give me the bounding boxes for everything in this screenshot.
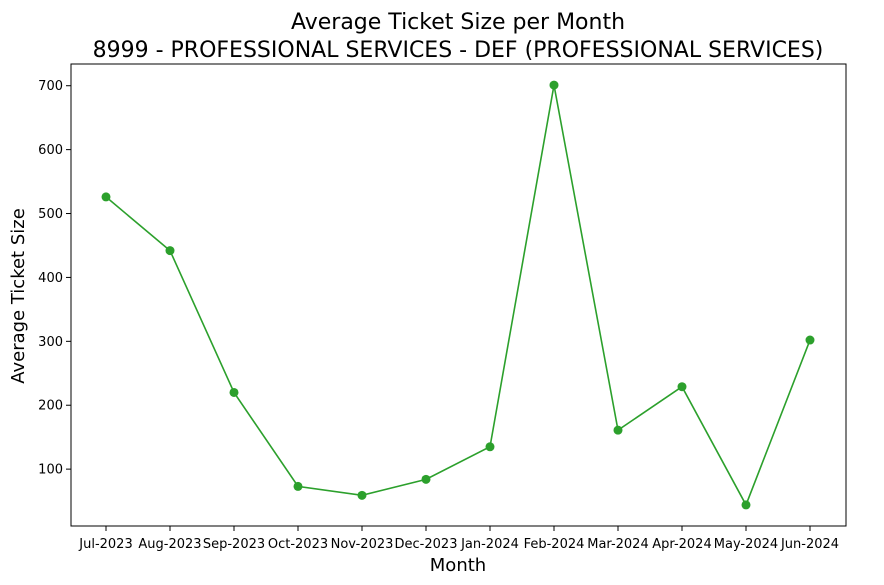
series-line [105, 84, 811, 507]
data-point [741, 500, 751, 510]
x-tick-label: Oct-2023 [268, 537, 328, 552]
data-point [677, 382, 687, 392]
x-tick-label: Dec-2023 [395, 537, 458, 552]
plot-frame [70, 63, 847, 527]
data-point [805, 335, 815, 345]
x-axis-label: Month [430, 555, 486, 576]
y-tick-label: 200 [38, 399, 63, 414]
y-tick-label: 600 [38, 143, 63, 158]
x-tick-label: Jun-2024 [780, 537, 839, 552]
data-point [485, 442, 495, 452]
data-point [101, 192, 111, 202]
y-axis-label: Average Ticket Size [8, 208, 29, 384]
data-point [293, 481, 303, 491]
data-point [229, 387, 239, 397]
series-layer [101, 80, 815, 510]
y-axis-ticks: 100 200 300 400 500 600 700 [38, 79, 71, 478]
y-tick-label: 300 [38, 335, 63, 350]
x-tick-label: Jul-2023 [78, 537, 132, 552]
data-point [613, 425, 623, 435]
data-point [421, 474, 431, 484]
chart-title: Average Ticket Size per Month [291, 10, 625, 35]
x-tick-label: May-2024 [714, 537, 778, 552]
x-tick-label: Jan-2024 [460, 537, 519, 552]
y-tick-label: 100 [38, 463, 63, 478]
x-tick-label: Aug-2023 [138, 537, 201, 552]
data-point [165, 246, 175, 256]
x-tick-label: Feb-2024 [524, 537, 585, 552]
x-tick-label: Apr-2024 [652, 537, 711, 552]
x-tick-label: Nov-2023 [331, 537, 394, 552]
y-tick-label: 500 [38, 207, 63, 222]
x-axis-ticks: Jul-2023 Aug-2023 Sep-2023 Oct-2023 Nov-2023… [78, 526, 839, 552]
data-point [549, 80, 559, 90]
y-tick-label: 700 [38, 79, 63, 94]
chart-subtitle: 8999 - PROFESSIONAL SERVICES - DEF (PROF… [93, 38, 824, 63]
x-tick-label: Mar-2024 [587, 537, 648, 552]
y-tick-label: 400 [38, 271, 63, 286]
data-point [357, 490, 367, 500]
x-tick-label: Sep-2023 [203, 537, 265, 552]
